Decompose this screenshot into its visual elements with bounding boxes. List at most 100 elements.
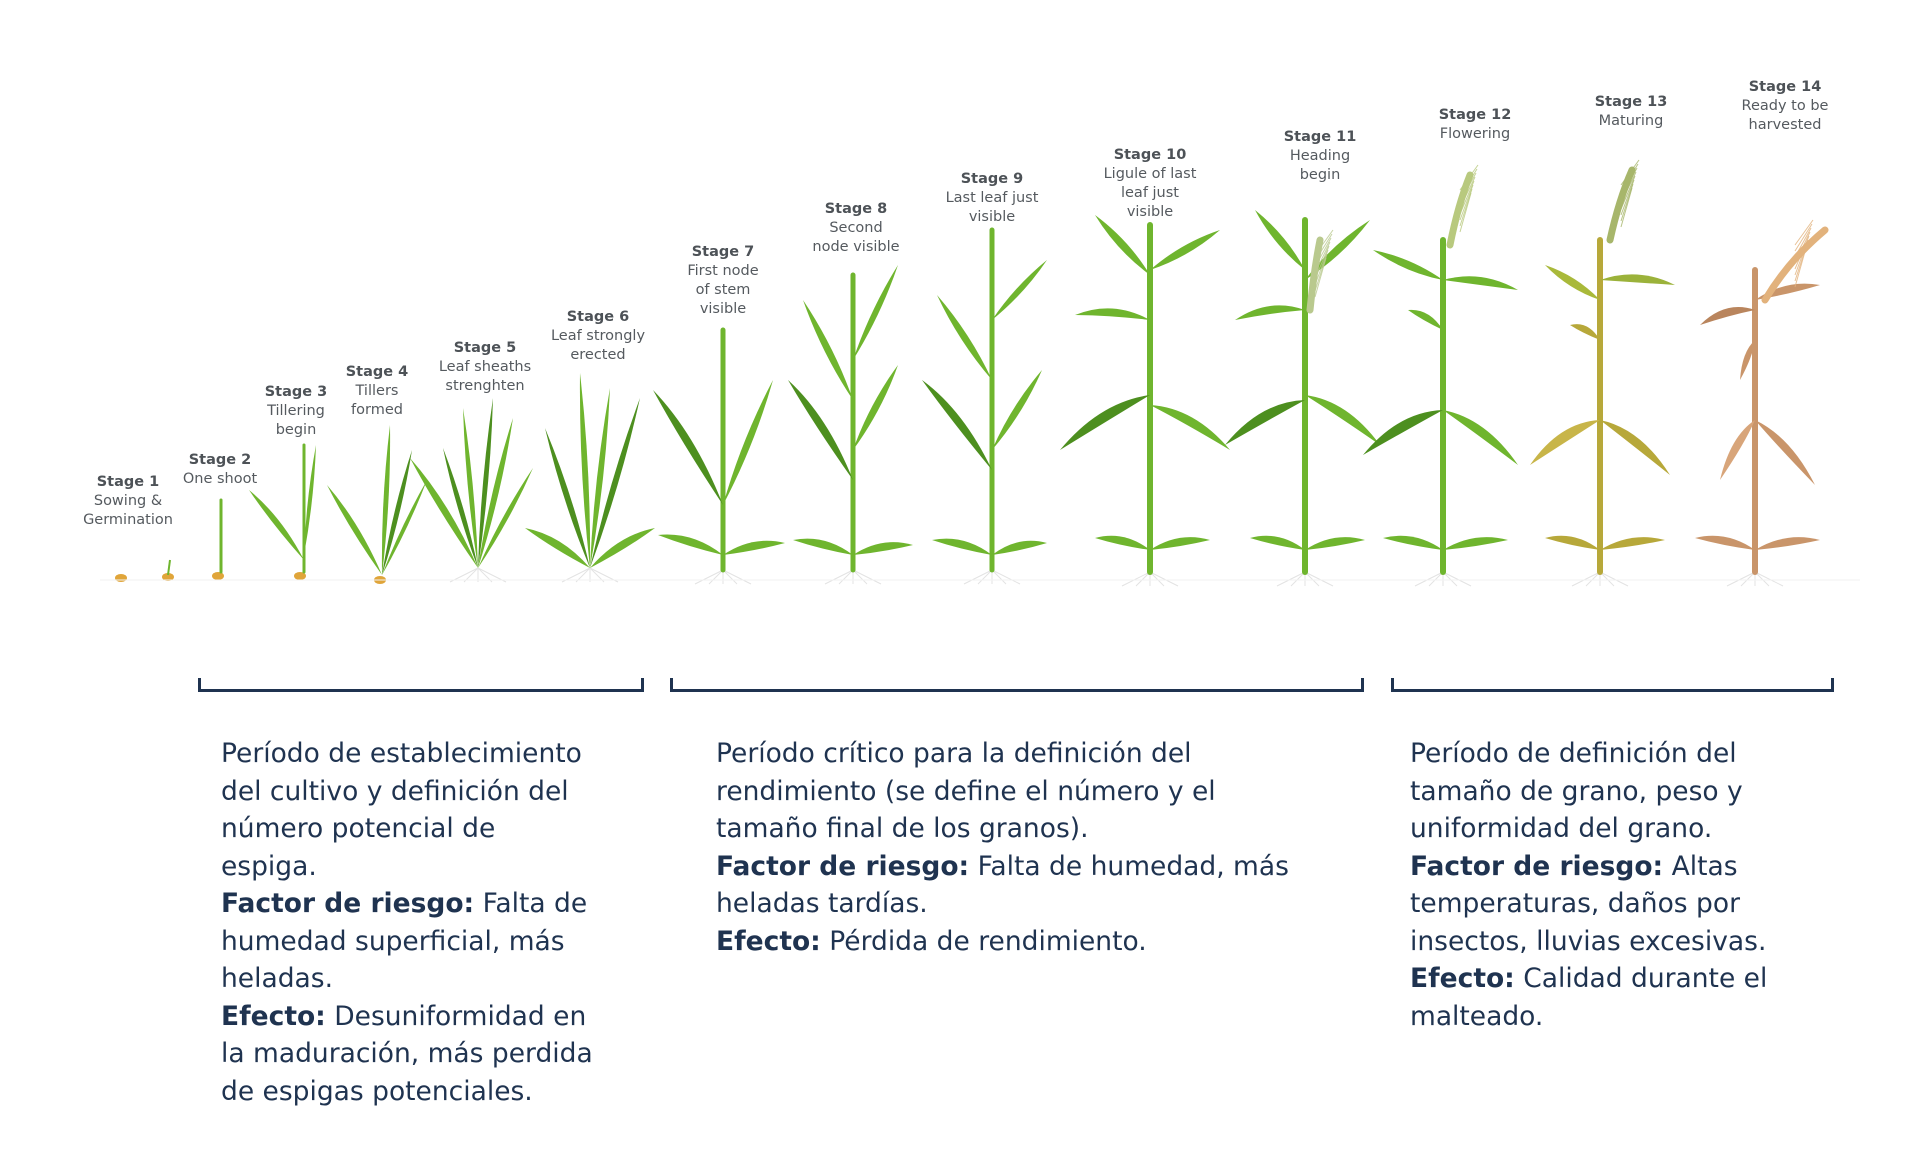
leaf [1095, 535, 1150, 550]
plant-growth-illustration [100, 159, 1860, 587]
root [722, 569, 738, 585]
leaf [1600, 537, 1665, 550]
leaf [937, 295, 992, 380]
period-risk: Factor de riesgo: Falta de humedad super… [221, 888, 588, 994]
root [722, 569, 752, 585]
awn [1794, 235, 1810, 270]
leaf [1060, 395, 1150, 450]
stage-description-line: erected [570, 347, 626, 363]
awn [1314, 257, 1327, 298]
awn [1794, 247, 1807, 288]
leaf [1755, 420, 1815, 485]
seed-icon [294, 572, 306, 580]
stage-number: Stage 3 [264, 384, 328, 400]
root [1599, 571, 1629, 587]
root [1571, 571, 1601, 587]
stage-description-line: Tillering [267, 403, 325, 419]
awn [1314, 241, 1331, 274]
period-critical: Período crítico para la definición del r… [716, 735, 1336, 960]
awn [1794, 231, 1811, 264]
root [1585, 571, 1601, 587]
stage-description-line: Second [829, 220, 883, 236]
plant-stage-2 [212, 498, 224, 580]
root [1442, 571, 1458, 587]
plant-stage-11 [1225, 210, 1380, 587]
bracket-critical [670, 678, 1364, 692]
awn [1620, 167, 1638, 198]
leaf [1443, 276, 1518, 290]
stage-label-7: Stage 7 First node of stem visible [687, 243, 758, 319]
stage-description-line: Flowering [1439, 126, 1511, 142]
awn [1620, 187, 1633, 228]
stage-number: Stage 14 [1748, 79, 1822, 95]
leaf [579, 373, 591, 568]
root [694, 569, 724, 585]
stage-description-line: Last leaf just [945, 190, 1039, 206]
awn [1459, 172, 1477, 203]
leaf [1363, 410, 1443, 455]
stage-label-13: Stage 13 Maturing [1595, 93, 1668, 131]
stage-label-8: Stage 8 Second node visible [812, 200, 899, 257]
stage-label-6: Stage 6 Leaf strongly erected [551, 308, 645, 365]
stage-number: Stage 6 [566, 309, 630, 325]
plant-stage-3 [249, 443, 316, 580]
leaf [1740, 340, 1755, 380]
root [1442, 571, 1472, 587]
awn [1794, 227, 1812, 258]
awn [1459, 168, 1478, 197]
stage-label-10: Stage 10 Ligule of last leaf just visible [1104, 146, 1197, 222]
period-effect: Efecto: Desuniformidad en la maduración,… [221, 1000, 593, 1107]
root [1290, 571, 1306, 587]
seed-icon [212, 572, 224, 580]
leaf [1150, 537, 1210, 550]
plant-stage-1 [115, 559, 174, 582]
stage-description-line: strenghten [445, 378, 525, 394]
stage-number: Stage 8 [824, 201, 888, 217]
stage-description-line: begin [1299, 167, 1341, 183]
root [1149, 571, 1179, 587]
leaf [381, 425, 391, 575]
root [1135, 571, 1151, 587]
leaf [1235, 305, 1305, 320]
awn [1459, 184, 1474, 221]
leaf [1755, 537, 1820, 550]
root [852, 569, 882, 585]
leaf [382, 450, 412, 575]
sprout [167, 559, 171, 576]
stage-description-line: visible [968, 209, 1016, 225]
leaf [304, 445, 316, 555]
leaf [723, 380, 773, 505]
root [1726, 571, 1756, 587]
leaf [1600, 420, 1670, 475]
stage-number: Stage 5 [453, 340, 517, 356]
stage-description-line: One shoot [182, 471, 258, 487]
leaf [1250, 535, 1305, 550]
leaf [922, 380, 992, 470]
leaf [1305, 395, 1380, 445]
leaf [803, 300, 853, 400]
root [1599, 571, 1615, 587]
leaf [1305, 537, 1365, 550]
bracket-grain-definition [1391, 678, 1834, 692]
awn [1620, 175, 1636, 210]
awn [1620, 171, 1637, 204]
awn [1459, 180, 1475, 215]
seed-icon [162, 573, 174, 581]
awn [1314, 229, 1334, 256]
period-risk: Factor de riesgo: Altas temperaturas, da… [1410, 850, 1767, 957]
root [1121, 571, 1151, 587]
stage-description-line: Leaf strongly [550, 328, 646, 344]
period-effect: Efecto: Calidad durante el malteado. [1410, 963, 1768, 1032]
leaf [327, 485, 382, 575]
leaf [853, 265, 898, 360]
stage-description-line: node visible [812, 239, 900, 255]
awn [1459, 164, 1479, 191]
root [1754, 571, 1784, 587]
root [991, 569, 1021, 585]
stage-label-3: Stage 3 Tillering begin [265, 383, 328, 440]
stage-number: Stage 1 [96, 474, 160, 490]
plant-stage-8 [788, 265, 913, 585]
stage-label-1: Stage 1 Sowing & Germination [83, 473, 173, 530]
period-effect: Efecto: Pérdida de rendimiento. [716, 925, 1147, 957]
period-risk: Factor de riesgo: Falta de humedad, más … [716, 850, 1289, 920]
